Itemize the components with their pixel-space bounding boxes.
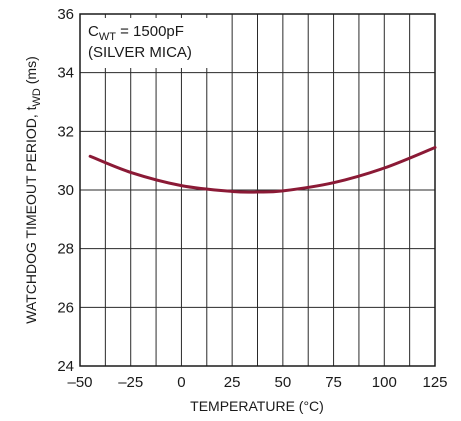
y-tick-label: 32 — [57, 123, 74, 140]
y-axis-title: WATCHDOG TIMEOUT PERIOD, tWD (ms) — [23, 56, 43, 324]
x-tick-label: 25 — [224, 374, 241, 391]
annotation-line-1: CWT = 1500pF — [88, 23, 184, 43]
x-tick-label: –25 — [118, 374, 143, 391]
y-tick-label: 30 — [57, 182, 74, 199]
x-tick-label: 0 — [177, 374, 185, 391]
y-tick-label: 34 — [57, 65, 74, 82]
x-tick-labels: –50 –25 0 25 50 75 100 125 — [67, 374, 447, 391]
y-tick-label: 26 — [57, 299, 74, 316]
y-tick-labels: 24 26 28 30 32 34 36 — [57, 6, 74, 375]
x-tick-label: 100 — [372, 374, 397, 391]
x-tick-label: 50 — [275, 374, 292, 391]
x-tick-label: 125 — [422, 374, 447, 391]
annotation: CWT = 1500pF (SILVER MICA) — [84, 18, 210, 68]
plot-frame — [79, 13, 436, 367]
y-tick-label: 24 — [57, 358, 74, 375]
x-tick-label: –50 — [67, 374, 92, 391]
y-tick-label: 28 — [57, 241, 74, 258]
grid — [80, 14, 435, 366]
series-line — [88, 145, 437, 194]
y-tick-label: 36 — [57, 6, 74, 23]
annotation-line-2: (SILVER MICA) — [88, 44, 192, 61]
x-axis-title: TEMPERATURE (°C) — [190, 398, 324, 414]
x-tick-label: 75 — [325, 374, 342, 391]
